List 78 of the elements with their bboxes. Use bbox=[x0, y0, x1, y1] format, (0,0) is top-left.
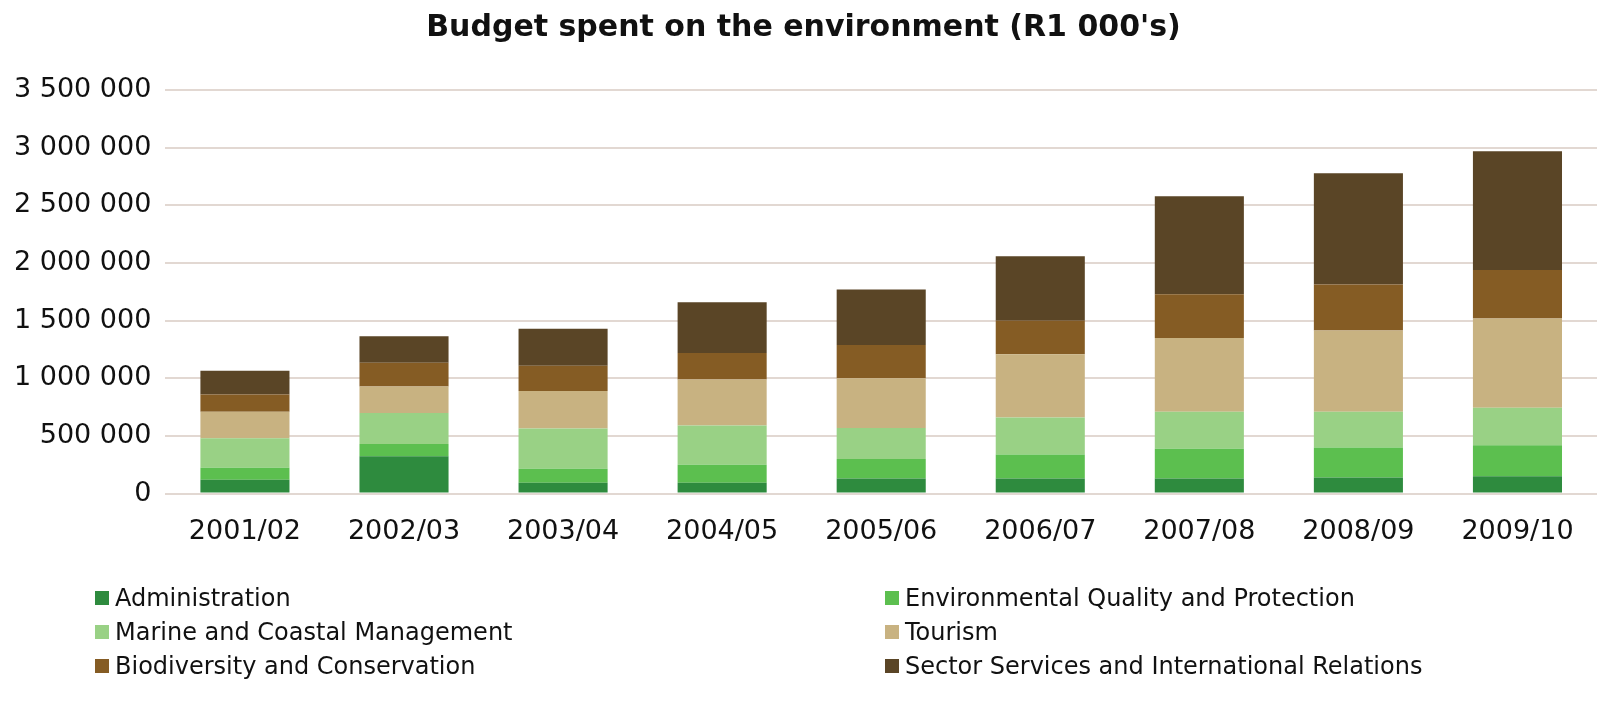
bar bbox=[836, 378, 926, 428]
bar bbox=[200, 411, 290, 439]
bar bbox=[200, 394, 290, 412]
x-tick-label: 2007/08 bbox=[1143, 513, 1256, 545]
bar bbox=[1472, 318, 1563, 408]
y-tick-label: 3 000 000 bbox=[13, 129, 152, 161]
legend-label: Sector Services and International Relations bbox=[905, 652, 1423, 680]
bar bbox=[677, 425, 767, 465]
bar bbox=[677, 302, 767, 353]
x-tick-label: 2006/07 bbox=[984, 513, 1097, 545]
x-tick-label: 2001/02 bbox=[188, 513, 302, 545]
bar bbox=[995, 454, 1085, 479]
bar bbox=[1313, 447, 1403, 478]
x-tick-label: 2005/06 bbox=[825, 513, 938, 545]
legend-label: Environmental Quality and Protection bbox=[905, 584, 1355, 612]
bar bbox=[1472, 151, 1563, 270]
bar bbox=[1472, 270, 1563, 319]
y-tick-label: 500 000 bbox=[39, 417, 152, 449]
bar bbox=[1154, 411, 1244, 449]
bar bbox=[995, 320, 1085, 355]
bar bbox=[518, 428, 608, 469]
x-tick-label: 2003/04 bbox=[506, 513, 620, 545]
y-tick-label: 2 000 000 bbox=[13, 245, 152, 277]
bar bbox=[677, 352, 767, 380]
bar bbox=[1154, 338, 1244, 412]
bar bbox=[518, 365, 608, 392]
bar bbox=[677, 464, 767, 483]
bar bbox=[836, 478, 926, 493]
bar bbox=[677, 379, 767, 426]
bar bbox=[200, 370, 290, 395]
bar bbox=[1154, 196, 1244, 295]
bar bbox=[518, 391, 608, 429]
x-tick-label: 2004/05 bbox=[666, 513, 779, 545]
bar bbox=[995, 417, 1085, 455]
bar bbox=[995, 354, 1085, 418]
bar bbox=[359, 456, 449, 493]
bar bbox=[200, 479, 290, 493]
x-tick-label: 2002/03 bbox=[347, 513, 461, 545]
y-tick-label: 1 000 000 bbox=[13, 360, 152, 392]
bar bbox=[836, 427, 926, 460]
chart-title: Budget spent on the environment (R1 000's) bbox=[425, 8, 1182, 43]
y-tick-label: 2 500 000 bbox=[13, 187, 152, 219]
bar bbox=[359, 412, 449, 445]
bar bbox=[518, 328, 608, 366]
bar bbox=[359, 444, 449, 457]
bar bbox=[836, 459, 926, 479]
y-tick-label: 3 500 000 bbox=[13, 72, 152, 104]
bar bbox=[359, 336, 449, 363]
legend-label: Marine and Coastal Management bbox=[115, 618, 513, 646]
bar bbox=[359, 362, 449, 387]
bar bbox=[1313, 330, 1403, 412]
bar bbox=[1154, 478, 1244, 493]
bar bbox=[677, 482, 767, 493]
bar bbox=[200, 467, 290, 480]
y-tick-label: 1 500 000 bbox=[13, 302, 152, 334]
bar bbox=[836, 289, 926, 345]
bar bbox=[1472, 445, 1563, 477]
bar bbox=[1313, 477, 1403, 493]
bar bbox=[1313, 284, 1403, 331]
x-tick-label: 2009/10 bbox=[1461, 513, 1574, 545]
bar bbox=[995, 256, 1085, 321]
bar bbox=[1154, 294, 1244, 338]
bar bbox=[836, 344, 926, 379]
x-tick-label: 2008/09 bbox=[1302, 513, 1415, 545]
bar bbox=[359, 386, 449, 413]
bar bbox=[1154, 448, 1244, 479]
legend-label: Biodiversity and Conservation bbox=[115, 652, 476, 680]
legend-label: Administration bbox=[115, 584, 291, 612]
bar bbox=[1472, 476, 1563, 493]
legend-label: Tourism bbox=[905, 618, 998, 646]
bar bbox=[200, 438, 290, 468]
bar bbox=[1313, 173, 1403, 285]
bar bbox=[518, 482, 608, 493]
bar bbox=[1472, 407, 1563, 446]
bar bbox=[995, 478, 1085, 493]
y-tick-label: 0 bbox=[134, 475, 152, 507]
bar bbox=[1313, 411, 1403, 448]
bar bbox=[518, 468, 608, 483]
